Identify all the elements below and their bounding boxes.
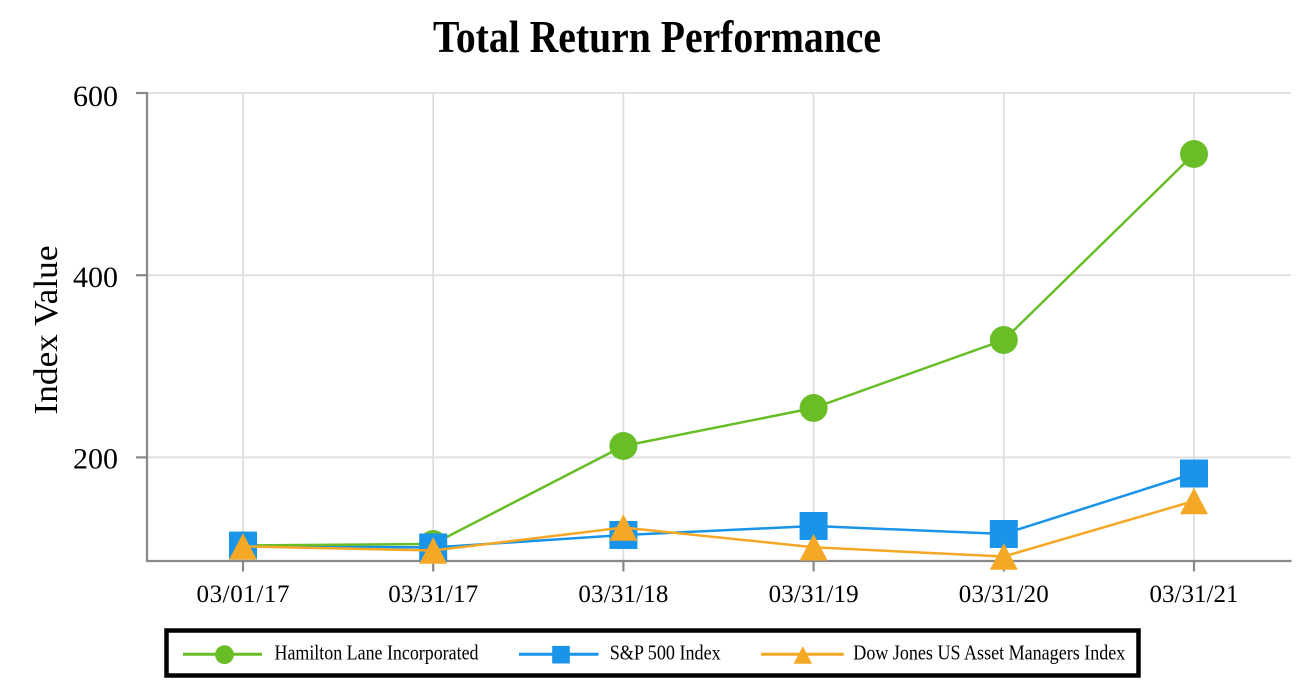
svg-text:Hamilton Lane Incorporated: Hamilton Lane Incorporated [275,641,479,665]
svg-text:400: 400 [73,261,118,294]
svg-text:200: 200 [73,442,118,475]
svg-text:Index Value: Index Value [28,246,65,415]
svg-text:S&P 500 Index: S&P 500 Index [610,641,721,665]
svg-text:03/31/19: 03/31/19 [769,581,859,608]
svg-text:Dow Jones US Asset Managers In: Dow Jones US Asset Managers Index [853,641,1125,665]
svg-text:03/31/17: 03/31/17 [388,581,478,608]
svg-text:600: 600 [73,80,118,113]
svg-text:Total Return Performance: Total Return Performance [433,12,881,62]
svg-text:03/31/21: 03/31/21 [1150,581,1239,608]
svg-text:03/31/18: 03/31/18 [578,581,668,608]
svg-text:03/01/17: 03/01/17 [197,581,290,608]
svg-text:03/31/20: 03/31/20 [959,581,1049,608]
